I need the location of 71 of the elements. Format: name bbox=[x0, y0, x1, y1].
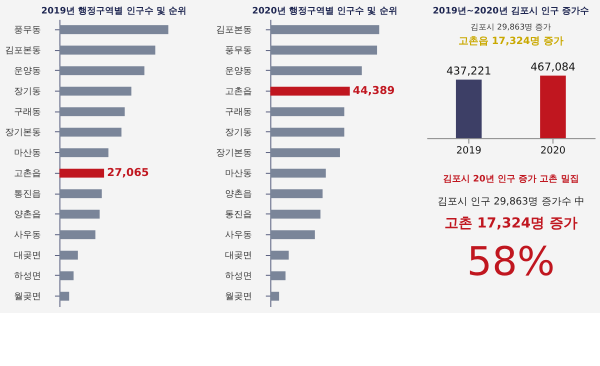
y-tick-label: 풍무동 bbox=[224, 46, 252, 56]
y-tick-label: 대곶면 bbox=[14, 251, 42, 262]
y-tick-label: 장기동 bbox=[14, 87, 42, 98]
y-tick-label: 고촌읍 bbox=[224, 87, 252, 98]
y-tick-label: 김포본동 bbox=[216, 26, 252, 36]
bar bbox=[59, 271, 74, 280]
bar bbox=[270, 128, 344, 137]
bar bbox=[270, 107, 344, 116]
bar bbox=[59, 66, 144, 76]
y-tick-label: 하성면 bbox=[224, 272, 252, 282]
y-tick-label: 월곶면 bbox=[14, 292, 42, 302]
bar bbox=[270, 25, 380, 34]
bar bbox=[270, 210, 320, 219]
bar bbox=[59, 210, 100, 219]
y-tick-label: 장기본동 bbox=[216, 148, 252, 159]
y-tick-label: 월곶면 bbox=[224, 292, 252, 302]
bar bbox=[270, 271, 286, 280]
bar bbox=[270, 189, 323, 198]
y-tick-label: 장기동 bbox=[224, 128, 252, 138]
bar bbox=[59, 250, 78, 260]
y-tick-label: 하성면 bbox=[14, 272, 42, 282]
text: 고촌 17,324명 증가 bbox=[444, 215, 578, 232]
bar bbox=[59, 107, 125, 116]
chart-title: 2019년~2020년 김포시 인구 증가수 bbox=[432, 6, 590, 16]
bar bbox=[270, 292, 280, 301]
bar bbox=[270, 66, 362, 76]
x-tick-label: 2020 bbox=[540, 146, 566, 157]
y-tick-label: 풍무동 bbox=[14, 26, 42, 36]
text: 고촌읍 17,324명 증가 bbox=[458, 36, 564, 48]
y-tick-label: 장기본동 bbox=[5, 128, 42, 138]
y-tick-label: 통진읍 bbox=[14, 190, 42, 200]
bar bbox=[270, 230, 315, 240]
bar bbox=[270, 86, 350, 96]
y-tick-label: 고촌읍 bbox=[14, 169, 42, 180]
bar bbox=[59, 86, 132, 96]
data-label: 437,221 bbox=[446, 64, 492, 78]
x-tick-label: 2019 bbox=[456, 146, 482, 157]
bar bbox=[270, 148, 340, 158]
text: 58% bbox=[466, 238, 555, 285]
y-tick-label: 김포본동 bbox=[5, 46, 42, 56]
y-tick-label: 운양동 bbox=[14, 66, 42, 77]
bar bbox=[270, 46, 378, 55]
y-tick-label: 사우동 bbox=[14, 230, 42, 241]
y-tick-label: 통진읍 bbox=[224, 210, 252, 220]
y-tick-label: 마산동 bbox=[224, 169, 252, 180]
chart-title: 2019년 행정구역별 인구수 및 순위 bbox=[41, 6, 186, 16]
bar bbox=[59, 189, 102, 198]
bar bbox=[59, 292, 70, 301]
data-label: 27,065 bbox=[107, 166, 150, 180]
bar bbox=[270, 250, 289, 260]
y-tick-label: 구래동 bbox=[14, 108, 42, 118]
text: 김포시 29,863명 증가 bbox=[470, 22, 552, 32]
y-tick-label: 마산동 bbox=[14, 148, 42, 159]
text: 김포시 20년 인구 증가 고촌 밀집 bbox=[442, 174, 579, 185]
bar bbox=[59, 168, 104, 178]
y-tick-label: 양촌읍 bbox=[224, 190, 252, 200]
data-label: 44,389 bbox=[352, 84, 395, 98]
text: 김포시 인구 29,863명 증가수 中 bbox=[437, 196, 584, 208]
bar bbox=[59, 230, 96, 240]
bar bbox=[59, 46, 156, 55]
chart-title: 2020년 행정구역별 인구수 및 순위 bbox=[252, 6, 398, 16]
y-tick-label: 대곶면 bbox=[224, 251, 252, 262]
y-tick-label: 양촌읍 bbox=[14, 210, 42, 220]
bar bbox=[59, 148, 108, 158]
data-label: 467,084 bbox=[530, 60, 576, 74]
bar bbox=[59, 25, 168, 34]
y-tick-label: 구래동 bbox=[224, 108, 252, 118]
y-tick-label: 운양동 bbox=[224, 66, 252, 77]
bar bbox=[59, 128, 122, 137]
bar bbox=[270, 168, 326, 178]
y-tick-label: 사우동 bbox=[224, 230, 252, 241]
